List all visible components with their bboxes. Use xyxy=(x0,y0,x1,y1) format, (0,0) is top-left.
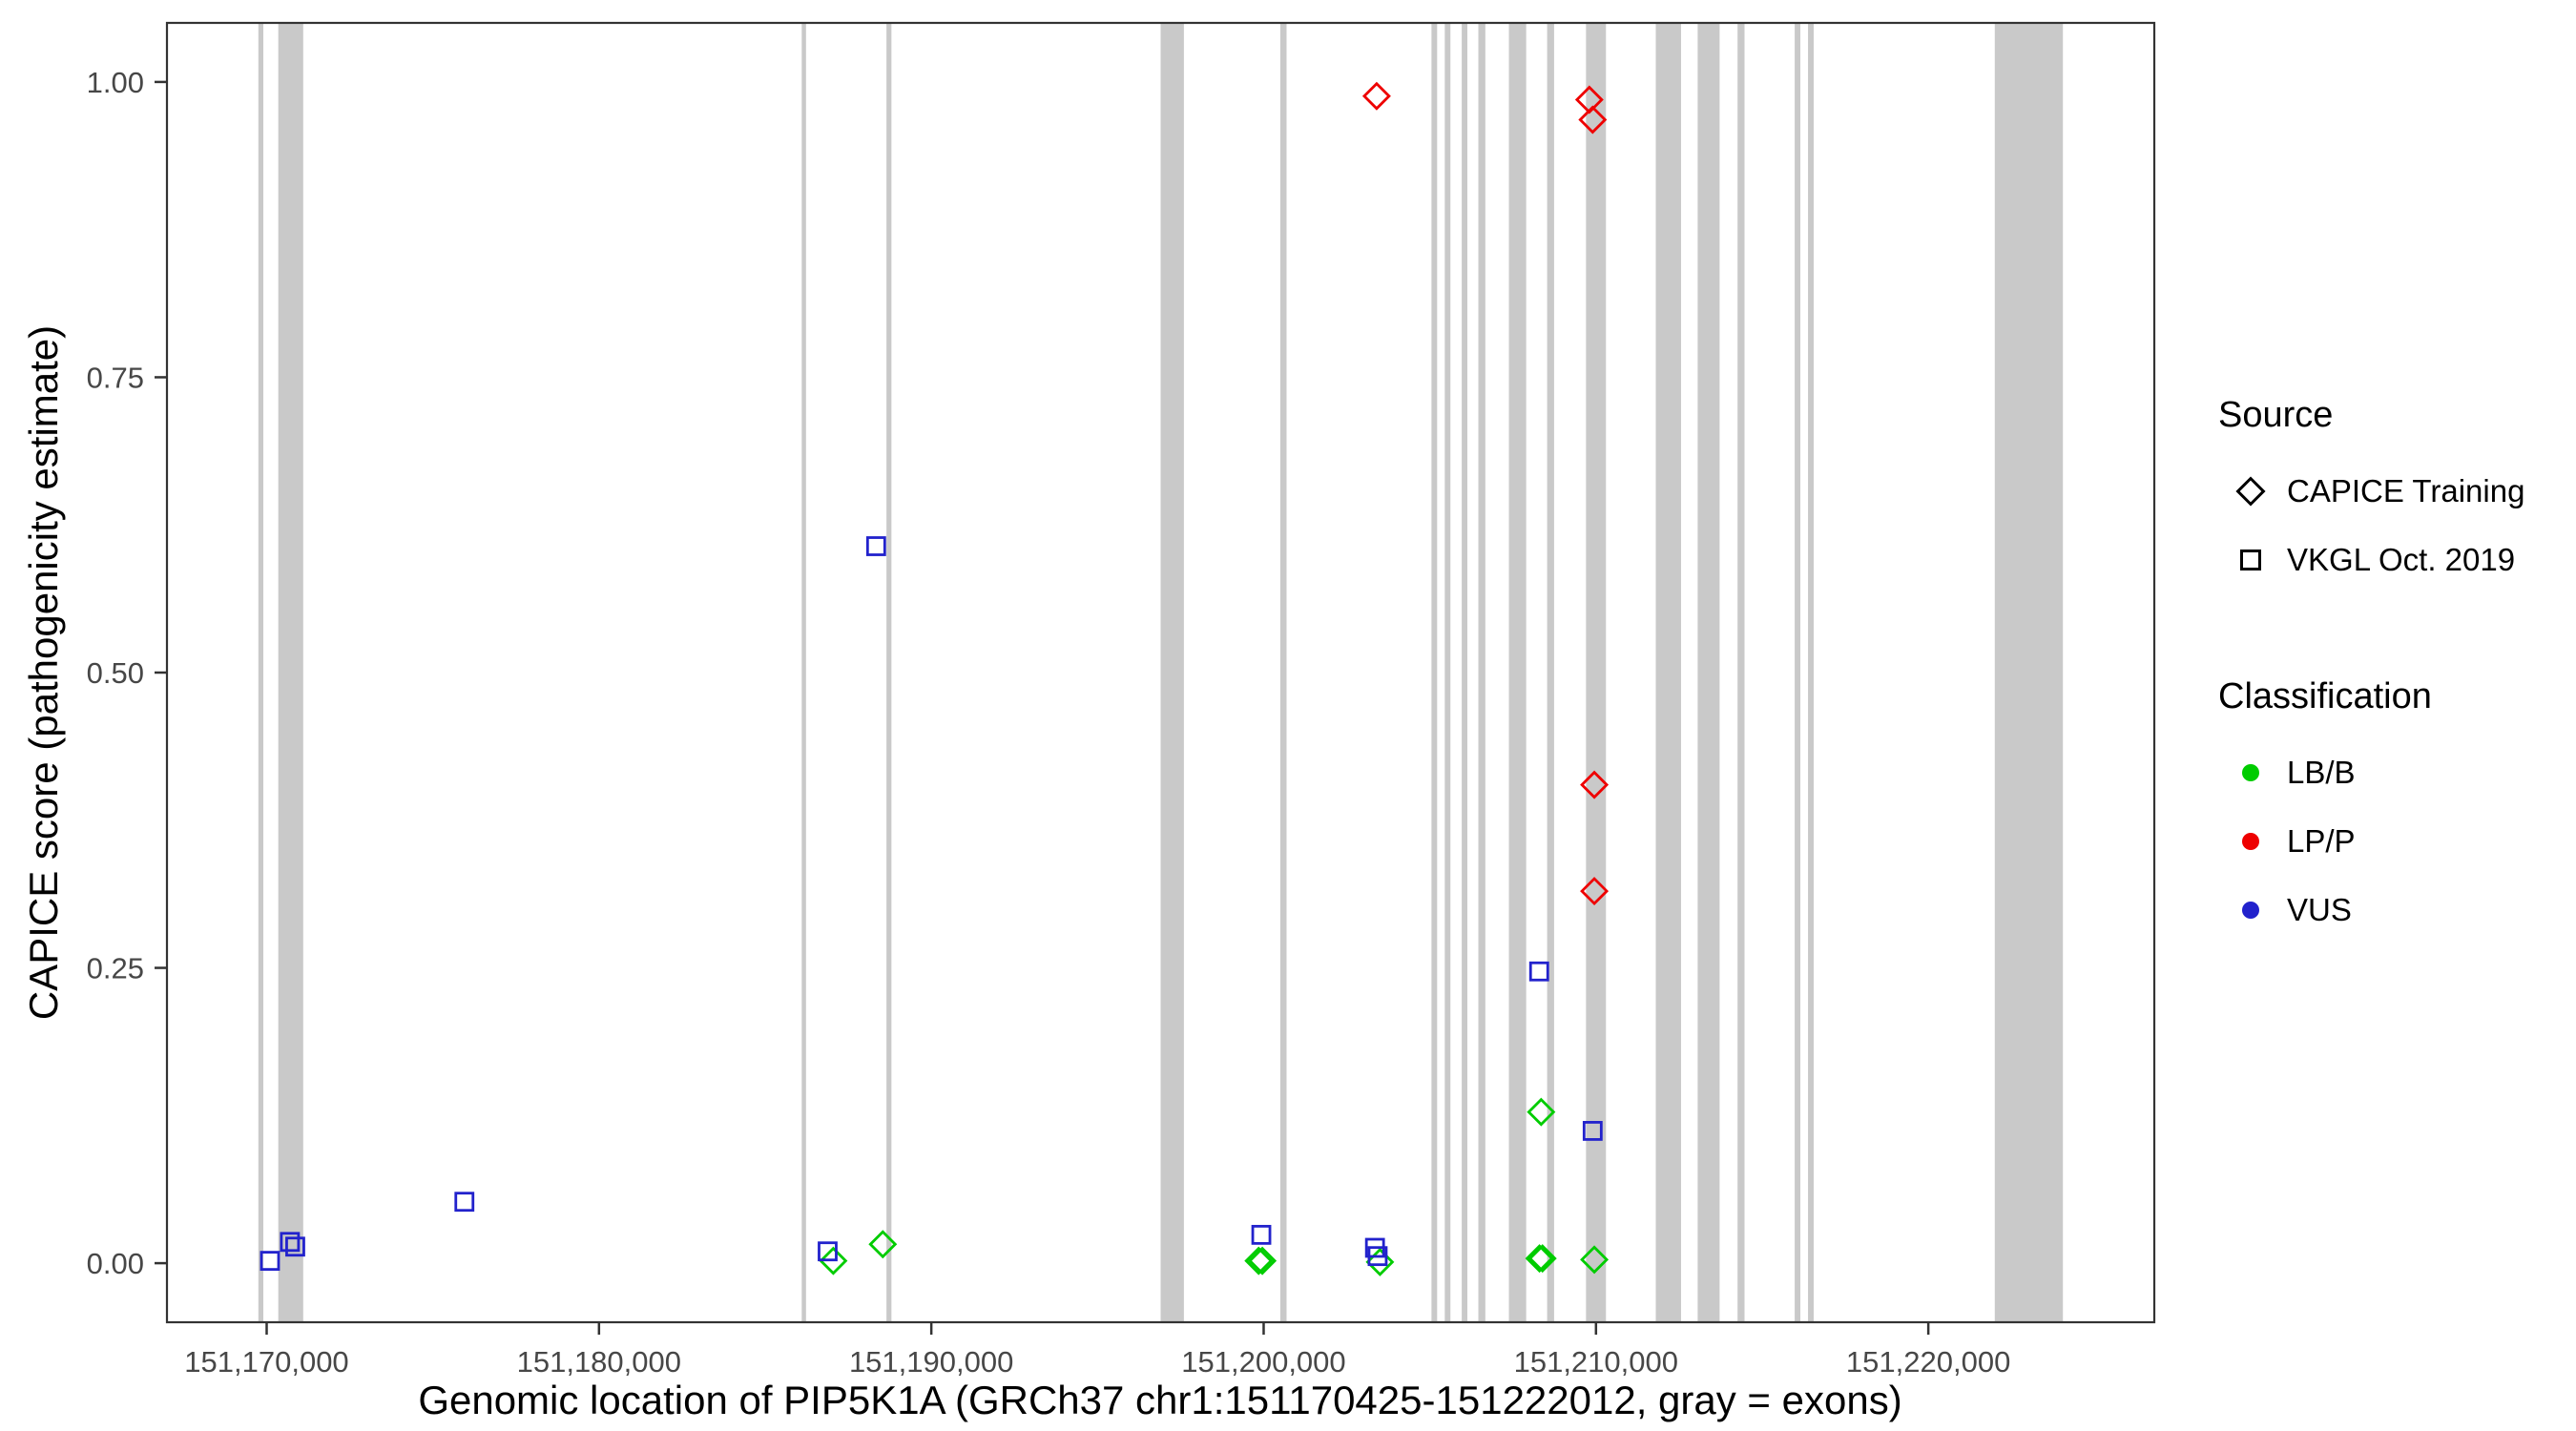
exon-bar xyxy=(1279,23,1287,1322)
legend-item-label: LP/P xyxy=(2287,823,2356,859)
point-diamond xyxy=(1578,105,1608,135)
x-axis-title: Genomic location of PIP5K1A (GRCh37 chr1… xyxy=(418,1378,1902,1422)
point-diamond xyxy=(1365,1247,1395,1276)
red-dot-icon xyxy=(2232,822,2270,861)
legend-title-classification: Classification xyxy=(2218,676,2432,716)
legend-item-lpp: LP/P xyxy=(2218,807,2524,876)
legend-title-source: Source xyxy=(2218,395,2334,435)
exon-bar xyxy=(1586,23,1607,1322)
exon-bar xyxy=(1795,23,1801,1322)
legend-item-lbb: LB/B xyxy=(2218,738,2524,807)
legend-item-vus: VUS xyxy=(2218,876,2524,944)
point-diamond xyxy=(1248,1246,1278,1275)
exon-bar xyxy=(1737,23,1745,1322)
x-tick-label: 151,210,000 xyxy=(1514,1345,1678,1379)
diamond-icon xyxy=(2232,472,2270,510)
legend-item-label: CAPICE Training xyxy=(2287,473,2525,508)
exon-bar xyxy=(886,23,892,1322)
x-tick-label: 151,190,000 xyxy=(849,1345,1013,1379)
point-diamond xyxy=(868,1230,898,1259)
exon-bar xyxy=(1444,23,1451,1322)
point-square xyxy=(1367,1246,1388,1267)
exon-bar xyxy=(1508,23,1527,1322)
legend-item-label: VUS xyxy=(2287,892,2352,927)
point-diamond xyxy=(1580,770,1610,799)
exon-bar xyxy=(1994,23,2064,1322)
point-diamond xyxy=(1244,1246,1274,1275)
exon-bar xyxy=(1655,23,1681,1322)
point-diamond xyxy=(1527,1244,1557,1274)
point-square xyxy=(1582,1121,1603,1141)
exon-bar xyxy=(1462,23,1468,1322)
legend: Source CAPICE Training VKGL Oct. 2019 Cl… xyxy=(2218,395,2524,944)
exon-bar xyxy=(258,23,264,1322)
green-dot-icon xyxy=(2232,754,2270,792)
y-tick-label: 1.00 xyxy=(87,66,144,99)
y-tick-label: 0.00 xyxy=(87,1247,144,1280)
legend-group-source: Source CAPICE Training VKGL Oct. 2019 xyxy=(2218,395,2524,594)
y-tick-label: 0.75 xyxy=(87,361,144,394)
x-tick-label: 151,220,000 xyxy=(1846,1345,2010,1379)
point-diamond xyxy=(1525,1244,1554,1274)
legend-group-classification: Classification LB/B LP/P VUS xyxy=(2218,676,2524,944)
x-tick-label: 151,170,000 xyxy=(184,1345,348,1379)
y-tick-label: 0.50 xyxy=(87,656,144,690)
exon-bar xyxy=(1547,23,1554,1322)
exon-bar xyxy=(1431,23,1438,1322)
exon-bar xyxy=(1478,23,1485,1322)
exon-bar xyxy=(801,23,806,1322)
legend-item-capice-training: CAPICE Training xyxy=(2218,457,2524,526)
y-axis-title: CAPICE score (pathogenicity estimate) xyxy=(21,324,66,1021)
exon-bar xyxy=(1808,23,1814,1322)
square-icon xyxy=(2232,541,2270,579)
point-diamond xyxy=(1580,877,1610,906)
exon-bar xyxy=(1697,23,1720,1322)
blue-dot-icon xyxy=(2232,891,2270,929)
legend-item-vkgl: VKGL Oct. 2019 xyxy=(2218,526,2524,594)
point-diamond xyxy=(1361,81,1391,111)
point-square xyxy=(280,1232,301,1253)
exon-bar xyxy=(1160,23,1184,1322)
x-tick-label: 151,200,000 xyxy=(1181,1345,1345,1379)
point-square xyxy=(1528,961,1549,982)
point-square xyxy=(260,1251,280,1272)
point-square xyxy=(285,1236,305,1257)
exon-bar xyxy=(278,23,303,1322)
point-diamond xyxy=(819,1246,848,1275)
point-square xyxy=(818,1241,838,1262)
legend-item-label: LB/B xyxy=(2287,755,2356,790)
point-square xyxy=(454,1192,475,1213)
x-tick-label: 151,180,000 xyxy=(517,1345,681,1379)
point-square xyxy=(865,536,886,556)
point-diamond xyxy=(1580,1245,1610,1275)
point-square xyxy=(1251,1224,1272,1245)
legend-item-label: VKGL Oct. 2019 xyxy=(2287,542,2516,577)
y-tick-label: 0.25 xyxy=(87,952,144,985)
point-diamond xyxy=(1527,1097,1556,1127)
